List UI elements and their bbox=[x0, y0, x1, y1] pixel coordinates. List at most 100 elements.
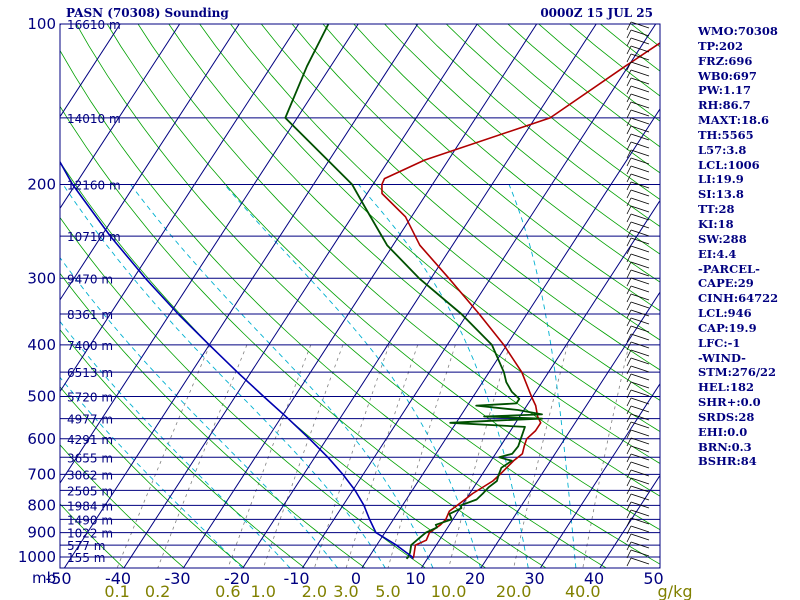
index-line: CINH:64722 bbox=[698, 291, 779, 306]
wind-barb bbox=[626, 429, 650, 439]
wind-barb bbox=[626, 309, 650, 319]
index-line: EHI:0.0 bbox=[698, 424, 748, 439]
isotherm--30 bbox=[182, 24, 538, 568]
dry-adiabat bbox=[353, 24, 660, 283]
wind-barb bbox=[626, 421, 650, 431]
dewpoint-trace bbox=[284, 24, 544, 560]
mixing-ratio-line bbox=[227, 344, 312, 568]
index-line: SRDS:28 bbox=[698, 409, 755, 424]
height-label: 9470 m bbox=[67, 272, 113, 286]
height-label: 4291 m bbox=[67, 433, 113, 447]
dry-adiabat bbox=[60, 49, 608, 568]
mixing-ratio-line bbox=[582, 344, 630, 568]
isotherm--40 bbox=[123, 24, 478, 568]
wind-barb bbox=[626, 93, 650, 103]
index-line: L57:3.8 bbox=[698, 142, 747, 157]
mixing-ratio-line bbox=[116, 344, 211, 568]
isotherms bbox=[60, 24, 660, 568]
index-line: BRN:0.3 bbox=[698, 439, 752, 454]
index-line: -PARCEL- bbox=[698, 261, 760, 276]
wind-barb bbox=[626, 109, 650, 119]
mixing-ratio-lines bbox=[116, 344, 630, 568]
height-label: 155 m bbox=[67, 551, 105, 565]
index-line: FRZ:696 bbox=[698, 53, 753, 68]
pressure-tick-label: 1000 bbox=[18, 548, 56, 566]
wind-barb bbox=[626, 453, 650, 463]
wind-barb bbox=[626, 229, 650, 239]
temperature-tick-label: -50 bbox=[45, 569, 71, 588]
mixing-ratio-tick-label: 40.0 bbox=[565, 582, 601, 600]
wind-barb bbox=[626, 357, 650, 367]
wind-barb bbox=[626, 533, 650, 543]
wind-barb bbox=[626, 405, 650, 415]
isotherm--50 bbox=[63, 24, 419, 568]
moist-adiabat bbox=[508, 184, 577, 568]
wind-barb bbox=[626, 133, 650, 143]
mixing-ratio-tick-label: 0.6 bbox=[215, 582, 240, 600]
height-label: 5720 m bbox=[67, 391, 113, 405]
isotherm--100 bbox=[60, 24, 121, 118]
dry-adiabat bbox=[60, 329, 306, 568]
wind-barb bbox=[626, 509, 650, 519]
pressure-tick-label: 500 bbox=[27, 388, 56, 406]
moist-adiabat bbox=[60, 376, 244, 568]
dry-adiabat bbox=[168, 24, 660, 464]
mixing-ratio-tick-label: 5.0 bbox=[375, 582, 400, 600]
index-line: SI:13.8 bbox=[698, 187, 744, 202]
dry-adiabat bbox=[199, 24, 660, 433]
dry-adiabat bbox=[229, 24, 660, 401]
temperature-tick-label: 0 bbox=[351, 569, 361, 588]
dry-adiabat bbox=[260, 24, 660, 371]
wind-barb bbox=[626, 29, 650, 39]
height-label: 577 m bbox=[67, 539, 105, 553]
stability-indices-panel: WMO:70308 TP:202 FRZ:696 WB0:697 PW:1.17 RH:8… bbox=[698, 24, 778, 469]
mixing-ratio-tick-label: 3.0 bbox=[333, 582, 358, 600]
index-line: TT:28 bbox=[698, 202, 735, 217]
pressure-tick-label: 100 bbox=[27, 15, 56, 33]
wind-barb bbox=[626, 373, 650, 383]
pressure-tick-label: 700 bbox=[27, 465, 56, 483]
parcel-trace bbox=[60, 160, 414, 559]
wind-barb bbox=[626, 205, 650, 215]
wind-barb bbox=[626, 69, 650, 79]
temperature-tick-label: -30 bbox=[164, 569, 190, 588]
moist-adiabat bbox=[224, 184, 482, 568]
isotherm-20 bbox=[480, 291, 660, 568]
wind-barb bbox=[626, 77, 650, 87]
pressure-tick-label: 300 bbox=[27, 269, 56, 287]
wind-barb bbox=[626, 197, 650, 207]
temperature-tick-label: -40 bbox=[105, 569, 131, 588]
index-line: LFC:-1 bbox=[698, 335, 741, 350]
wind-barb bbox=[626, 237, 650, 247]
temperature-tick-label: 20 bbox=[465, 569, 485, 588]
height-label: 6513 m bbox=[67, 366, 113, 380]
moist-adiabats bbox=[60, 184, 577, 568]
index-line: WMO:70308 bbox=[698, 24, 778, 38]
isotherm--90 bbox=[60, 24, 181, 210]
temperature-tick-label: -10 bbox=[283, 569, 309, 588]
sounding-traces bbox=[60, 24, 660, 560]
index-line: STM:276/22 bbox=[698, 365, 777, 380]
isotherm--110 bbox=[60, 24, 62, 26]
wind-barb bbox=[626, 437, 650, 447]
wind-barb bbox=[626, 165, 650, 175]
height-label: 1984 m bbox=[67, 499, 113, 513]
wind-barb bbox=[626, 461, 650, 471]
dry-adiabat bbox=[384, 24, 660, 255]
plot-frame bbox=[59, 23, 661, 569]
temperature-tick-label: 40 bbox=[584, 569, 604, 588]
pressure-tick-label: 200 bbox=[27, 175, 56, 193]
wind-barb bbox=[626, 477, 650, 487]
index-line: SW:288 bbox=[698, 231, 747, 246]
height-label: 3062 m bbox=[67, 468, 113, 482]
isotherm--70 bbox=[60, 24, 300, 393]
index-line: PW:1.17 bbox=[698, 83, 752, 98]
isotherm-10 bbox=[420, 199, 660, 568]
wind-barb bbox=[626, 341, 650, 351]
temperature-tick-label: 50 bbox=[643, 569, 663, 588]
wind-barb bbox=[626, 445, 650, 455]
wind-barb bbox=[626, 37, 650, 47]
wind-barb bbox=[626, 45, 650, 55]
